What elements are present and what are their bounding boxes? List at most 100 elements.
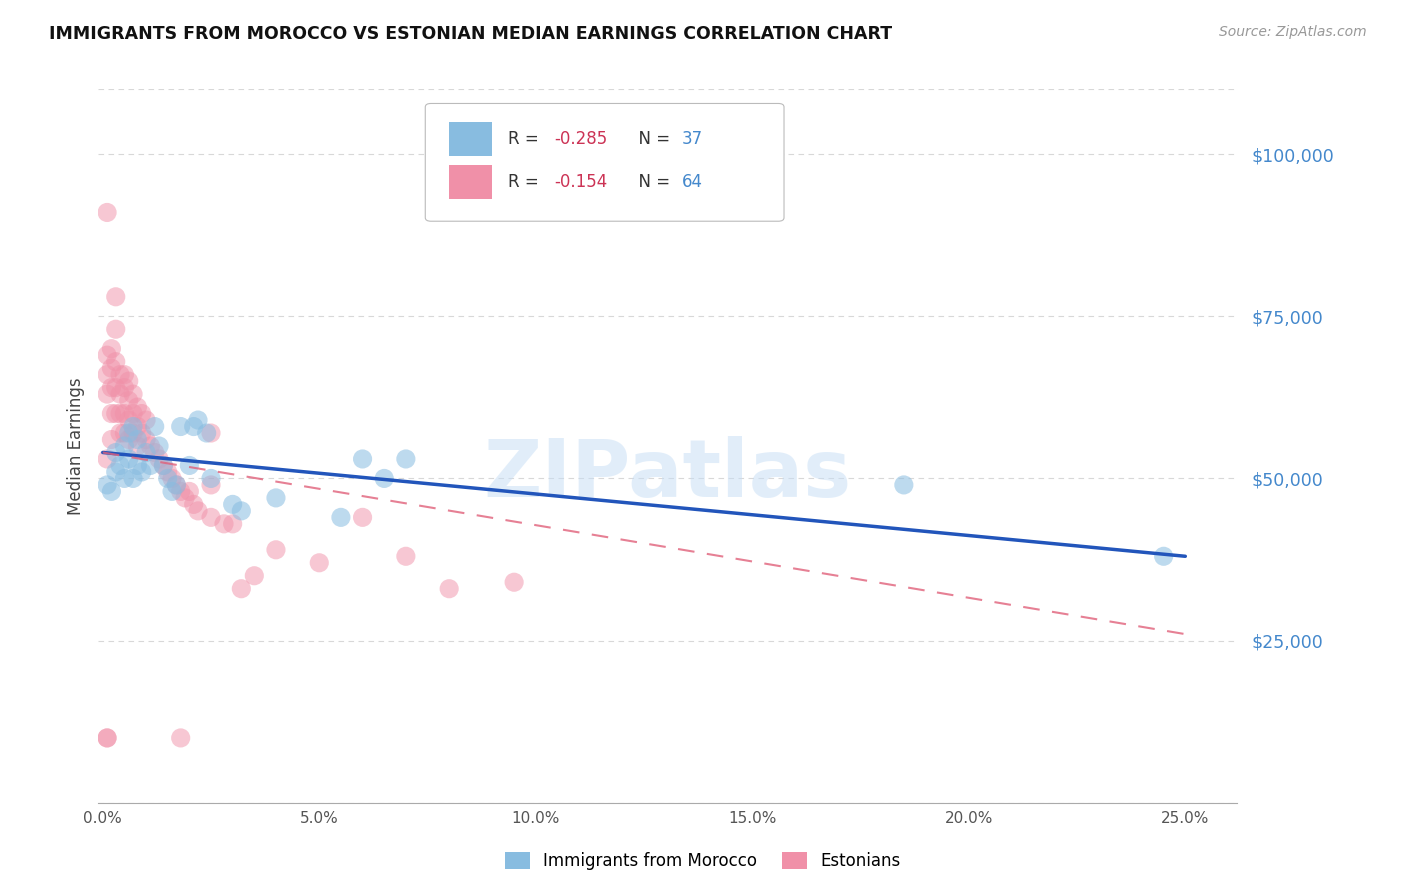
Point bbox=[131, 425, 153, 440]
Point bbox=[96, 368, 118, 382]
Point bbox=[139, 458, 162, 473]
Point bbox=[135, 445, 157, 459]
Legend: Immigrants from Morocco, Estonians: Immigrants from Morocco, Estonians bbox=[498, 845, 908, 877]
Point bbox=[179, 458, 201, 473]
Point bbox=[118, 393, 141, 408]
Point bbox=[96, 731, 118, 745]
Point bbox=[108, 425, 131, 440]
Point bbox=[135, 413, 157, 427]
Point bbox=[395, 549, 418, 564]
Point bbox=[212, 516, 235, 531]
Text: IMMIGRANTS FROM MOROCCO VS ESTONIAN MEDIAN EARNINGS CORRELATION CHART: IMMIGRANTS FROM MOROCCO VS ESTONIAN MEDI… bbox=[49, 25, 893, 43]
FancyBboxPatch shape bbox=[425, 103, 785, 221]
Point bbox=[118, 425, 141, 440]
FancyBboxPatch shape bbox=[449, 122, 492, 156]
Point bbox=[104, 465, 127, 479]
Point bbox=[329, 510, 352, 524]
Point bbox=[352, 510, 374, 524]
Text: 37: 37 bbox=[682, 130, 703, 148]
Point bbox=[221, 516, 243, 531]
Text: -0.154: -0.154 bbox=[554, 173, 607, 191]
Point bbox=[96, 348, 118, 362]
Point bbox=[160, 471, 183, 485]
FancyBboxPatch shape bbox=[449, 165, 492, 199]
Point bbox=[165, 478, 187, 492]
Point bbox=[170, 419, 193, 434]
Point bbox=[308, 556, 330, 570]
Point bbox=[143, 445, 166, 459]
Point bbox=[135, 433, 157, 447]
Point bbox=[152, 458, 174, 473]
Point bbox=[104, 407, 127, 421]
Point bbox=[200, 478, 222, 492]
Text: N =: N = bbox=[628, 173, 675, 191]
Point bbox=[108, 387, 131, 401]
Point bbox=[122, 425, 145, 440]
Text: R =: R = bbox=[509, 130, 544, 148]
Point bbox=[100, 433, 122, 447]
Point bbox=[122, 471, 145, 485]
Point bbox=[104, 322, 127, 336]
Point bbox=[100, 342, 122, 356]
Point bbox=[112, 439, 135, 453]
Point bbox=[152, 458, 174, 473]
Point bbox=[100, 484, 122, 499]
Point bbox=[148, 452, 170, 467]
Point bbox=[127, 400, 149, 414]
Point bbox=[503, 575, 526, 590]
Point bbox=[96, 205, 118, 219]
Point bbox=[131, 407, 153, 421]
Point bbox=[893, 478, 915, 492]
Point bbox=[112, 381, 135, 395]
Point bbox=[156, 465, 179, 479]
Point bbox=[100, 361, 122, 376]
Point bbox=[108, 407, 131, 421]
Point bbox=[127, 458, 149, 473]
Point bbox=[231, 504, 253, 518]
Point bbox=[127, 433, 149, 447]
Point bbox=[118, 413, 141, 427]
Text: Source: ZipAtlas.com: Source: ZipAtlas.com bbox=[1219, 25, 1367, 39]
Point bbox=[112, 425, 135, 440]
Text: N =: N = bbox=[628, 130, 675, 148]
Point bbox=[118, 374, 141, 388]
Point bbox=[96, 478, 118, 492]
Text: -0.285: -0.285 bbox=[554, 130, 607, 148]
Point bbox=[108, 368, 131, 382]
Point bbox=[183, 419, 205, 434]
Point bbox=[100, 407, 122, 421]
Y-axis label: Median Earnings: Median Earnings bbox=[66, 377, 84, 515]
Point bbox=[143, 419, 166, 434]
Point bbox=[1153, 549, 1175, 564]
Point bbox=[170, 731, 193, 745]
Point bbox=[200, 471, 222, 485]
Point bbox=[170, 484, 193, 499]
Point bbox=[373, 471, 395, 485]
Point bbox=[127, 419, 149, 434]
Point bbox=[100, 381, 122, 395]
Point bbox=[104, 290, 127, 304]
Point bbox=[122, 407, 145, 421]
Point bbox=[112, 471, 135, 485]
Point bbox=[179, 484, 201, 499]
Point bbox=[187, 413, 209, 427]
Point bbox=[437, 582, 460, 596]
Point bbox=[122, 387, 145, 401]
Text: ZIPatlas: ZIPatlas bbox=[484, 435, 852, 514]
Point bbox=[127, 439, 149, 453]
Point bbox=[243, 568, 266, 582]
Point bbox=[118, 452, 141, 467]
Point bbox=[264, 542, 287, 557]
Point bbox=[183, 497, 205, 511]
Point bbox=[195, 425, 218, 440]
Point bbox=[131, 465, 153, 479]
Point bbox=[96, 387, 118, 401]
Point bbox=[96, 452, 118, 467]
Point bbox=[104, 354, 127, 368]
Point bbox=[395, 452, 418, 467]
Point bbox=[165, 478, 187, 492]
Point bbox=[156, 471, 179, 485]
Point bbox=[148, 439, 170, 453]
Point bbox=[139, 439, 162, 453]
Point bbox=[200, 425, 222, 440]
